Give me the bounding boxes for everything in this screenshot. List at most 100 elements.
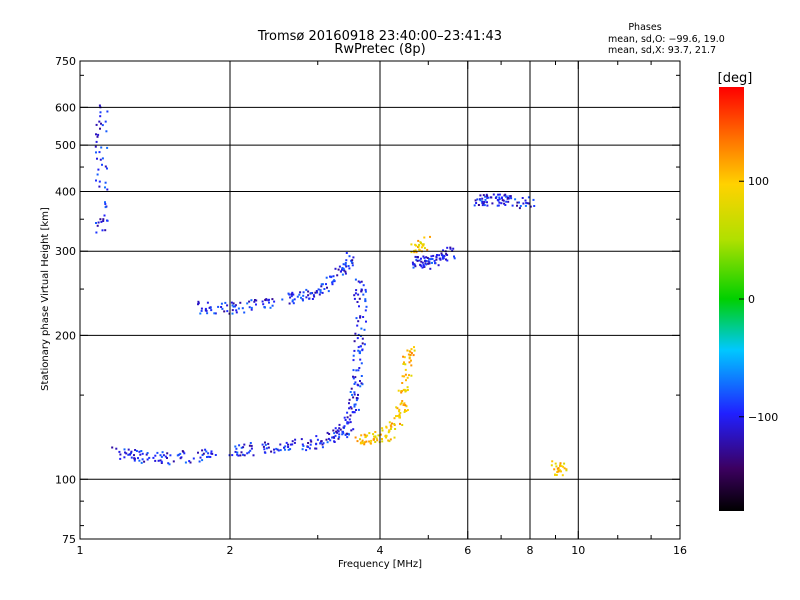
echo-point — [346, 411, 349, 414]
echo-point — [321, 283, 324, 286]
echo-point — [473, 204, 476, 207]
echo-point — [242, 446, 245, 449]
echo-point — [524, 199, 527, 202]
echo-point — [279, 443, 282, 446]
echo-point — [98, 151, 101, 154]
echo-point — [96, 224, 99, 227]
echo-point — [449, 247, 452, 250]
echo-point — [137, 457, 139, 460]
echo-point — [342, 263, 345, 266]
echo-point — [276, 448, 279, 451]
echo-point — [207, 452, 210, 455]
echo-point — [201, 449, 204, 452]
echo-point — [348, 407, 351, 410]
echo-point — [354, 332, 357, 335]
echo-point — [483, 204, 486, 207]
echo-point — [453, 255, 455, 258]
echo-point — [368, 432, 371, 435]
echo-point — [358, 297, 361, 300]
echo-point — [161, 451, 164, 454]
echo-point — [359, 352, 361, 355]
echo-point — [248, 444, 251, 447]
echo-point — [226, 310, 229, 313]
echo-point — [445, 252, 448, 255]
echo-point — [100, 122, 102, 125]
echo-point — [381, 440, 384, 443]
echo-point — [412, 266, 415, 269]
echo-point — [160, 455, 163, 458]
echo-point — [360, 280, 363, 283]
echo-point — [399, 411, 402, 414]
echo-point — [348, 418, 351, 421]
echo-point — [393, 423, 396, 425]
echo-point — [232, 302, 235, 305]
echo-point — [387, 431, 390, 434]
echo-point — [205, 309, 208, 312]
y-tick-label: 400 — [55, 185, 76, 198]
echo-point — [352, 359, 355, 362]
echo-point — [389, 424, 392, 427]
echo-point — [99, 218, 102, 221]
echo-point — [97, 221, 100, 224]
echo-point — [341, 433, 344, 436]
echo-point — [353, 405, 356, 408]
echo-point — [315, 290, 318, 292]
echo-point — [357, 393, 359, 396]
echo-point — [375, 437, 378, 440]
echo-point — [402, 403, 405, 406]
echo-point — [243, 311, 246, 314]
echo-point — [202, 452, 205, 455]
echo-point — [352, 396, 355, 399]
echo-point — [359, 345, 362, 348]
echo-point — [366, 434, 369, 437]
echo-point — [277, 449, 280, 452]
echo-point — [429, 267, 432, 270]
echo-point — [209, 456, 212, 458]
echo-point — [94, 145, 97, 148]
echo-point — [265, 447, 268, 450]
echo-point — [247, 451, 250, 454]
echo-point — [230, 301, 233, 304]
echo-point — [437, 264, 440, 267]
echo-point — [98, 180, 101, 183]
echo-point — [413, 251, 416, 254]
echo-point — [273, 448, 275, 451]
echo-point — [445, 258, 447, 261]
echo-point — [133, 459, 136, 462]
echo-point — [226, 304, 229, 307]
echo-point — [360, 382, 363, 385]
echo-point — [220, 306, 223, 308]
x-tick-label: 4 — [377, 544, 384, 557]
echo-point — [179, 452, 182, 455]
echo-point — [412, 354, 415, 357]
echo-point — [325, 276, 328, 279]
echo-point — [560, 465, 563, 468]
echo-point — [130, 450, 133, 453]
echo-point — [154, 459, 157, 462]
echo-point — [423, 236, 426, 239]
echo-point — [246, 302, 249, 305]
echo-point — [255, 303, 257, 306]
echo-point — [250, 447, 253, 450]
echo-point — [331, 283, 334, 286]
echo-point — [273, 300, 276, 303]
echo-point — [135, 450, 138, 452]
echo-point — [166, 457, 168, 459]
echo-point — [436, 254, 438, 256]
echo-point — [239, 454, 242, 457]
echo-point — [184, 461, 187, 464]
echo-point — [154, 454, 157, 457]
echo-point — [399, 422, 401, 425]
echo-point — [420, 257, 422, 260]
echo-point — [302, 445, 305, 447]
echo-point — [435, 258, 438, 261]
echo-point — [416, 256, 419, 258]
echo-point — [381, 429, 384, 432]
echo-point — [125, 452, 128, 455]
echo-point — [404, 409, 406, 412]
echo-point — [344, 263, 347, 266]
echo-point — [307, 442, 310, 444]
echo-point — [328, 433, 331, 435]
echo-point — [354, 278, 357, 281]
echo-point — [413, 346, 415, 349]
